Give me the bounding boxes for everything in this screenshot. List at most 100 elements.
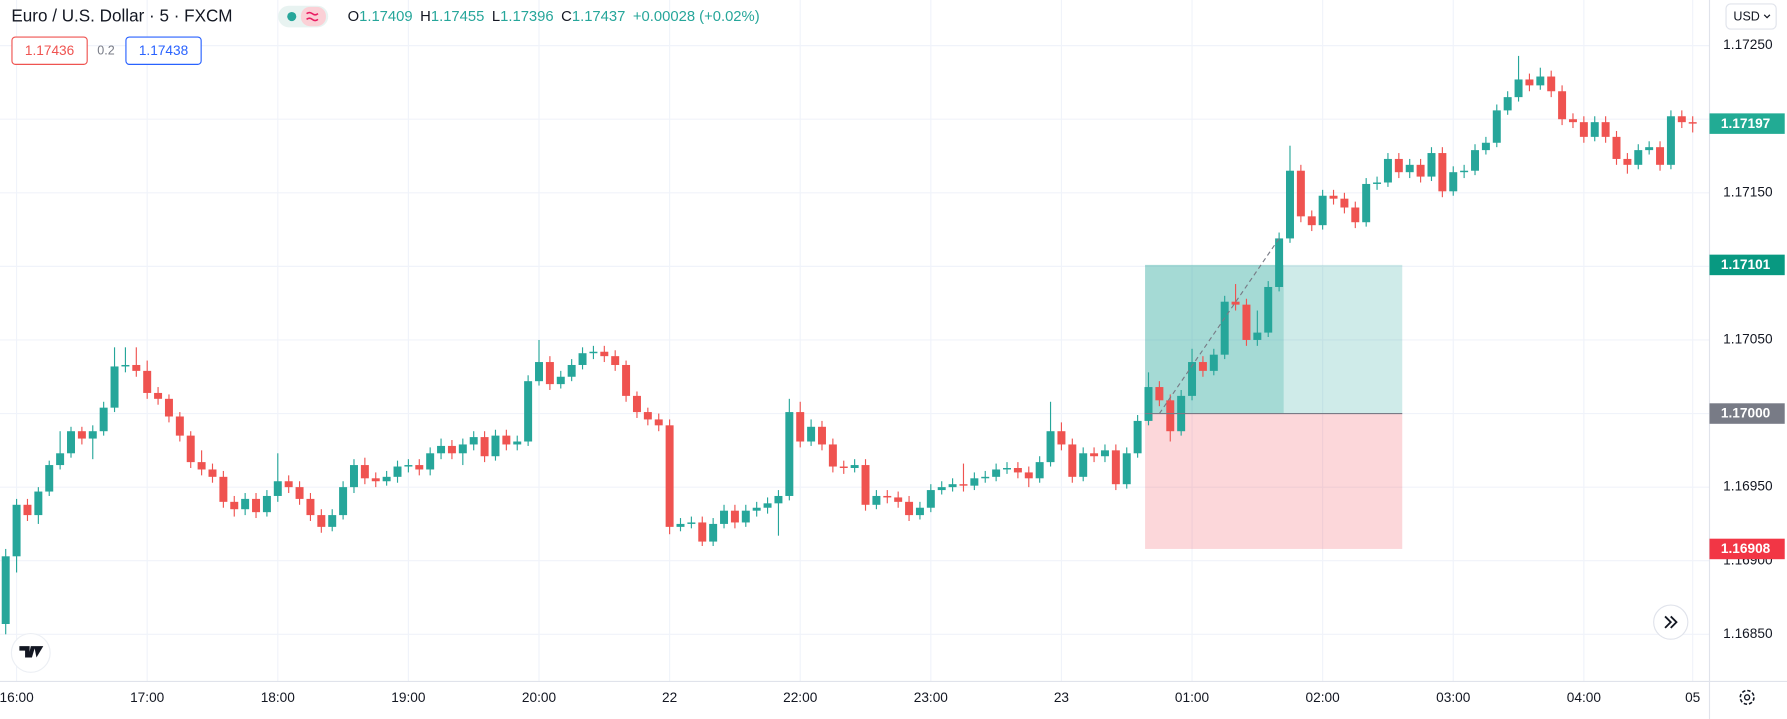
candle-body [339, 487, 348, 516]
candle-body [1253, 332, 1262, 340]
candle-body [469, 437, 478, 445]
candle-body [1514, 79, 1523, 98]
candle-body [110, 366, 119, 408]
candle-body [1013, 468, 1022, 473]
candle-body [1079, 453, 1088, 477]
candle-body [654, 419, 663, 426]
candle-body [45, 465, 54, 492]
candle-body [230, 501, 239, 510]
currency-button[interactable] [1725, 3, 1777, 30]
currency-label[interactable]: USD [1733, 9, 1759, 23]
ohlc-label: H [420, 9, 431, 25]
candle-body [578, 353, 587, 365]
spread: 0.2 [97, 44, 114, 58]
candle-body [1416, 164, 1425, 177]
candle-body [88, 431, 97, 439]
sell-button[interactable] [11, 36, 88, 65]
candle-body [1405, 164, 1414, 173]
candle-body [77, 431, 86, 439]
candle-body [774, 495, 783, 504]
candle-body [491, 435, 500, 457]
candle-body [1579, 122, 1588, 137]
candle-body [1188, 362, 1197, 396]
candle-body [1536, 76, 1545, 86]
sell-price[interactable]: 1.17436 [25, 43, 74, 58]
candle-body [67, 431, 75, 454]
candle-body [1547, 76, 1556, 92]
candle-body [143, 370, 152, 393]
candle-body [447, 445, 456, 454]
delay-badge [300, 6, 326, 27]
candle-body [1645, 147, 1654, 151]
candle-body [992, 469, 1001, 477]
x-tick-label: 18:00 [261, 690, 296, 705]
candle-body [1666, 116, 1675, 165]
candle-body [861, 465, 870, 505]
candle-body [175, 416, 184, 436]
candle-body [1481, 142, 1490, 151]
x-tick-label: 01:00 [1175, 690, 1210, 705]
x-tick-label: 03:00 [1436, 690, 1471, 705]
candle-body [1601, 122, 1610, 137]
candle-body [643, 412, 652, 420]
candle-body [883, 495, 892, 498]
candle-body [948, 484, 957, 488]
candle-body [197, 462, 206, 470]
settings-icon [1743, 694, 1751, 701]
candle-body [1068, 444, 1077, 477]
candle-body [1340, 198, 1349, 208]
buy-button[interactable] [125, 36, 202, 65]
candle-body [371, 478, 380, 482]
candle-body [687, 522, 696, 524]
candle-body [349, 465, 358, 488]
candle-body [1394, 158, 1403, 173]
delay-icon [306, 11, 319, 22]
candle-body [567, 364, 576, 377]
x-tick-label: 16:00 [0, 690, 34, 705]
candle-body [1558, 91, 1567, 120]
ohlc-label: C [561, 9, 572, 25]
x-tick-label: 23 [1054, 690, 1069, 705]
candle-body [1677, 116, 1686, 123]
candle-body [1362, 183, 1371, 223]
candle-body [872, 495, 881, 505]
candle-body [611, 356, 620, 365]
candle-body [284, 481, 293, 488]
trade-path [1158, 238, 1280, 414]
candle-body [1590, 122, 1599, 137]
candle-body [676, 523, 685, 527]
candle-body [720, 510, 729, 524]
logo-mark [19, 646, 44, 658]
candle-body [1449, 172, 1458, 192]
candle-body [1024, 472, 1033, 479]
candle-body [937, 487, 946, 491]
candle-body [1220, 301, 1229, 355]
candle-body [132, 364, 141, 371]
buy-price[interactable]: 1.17438 [139, 43, 188, 58]
candle-body [1307, 216, 1316, 226]
candle-body [241, 498, 250, 510]
candle-body [1209, 354, 1218, 371]
candle-body [415, 465, 424, 470]
ohlc-value: 1.17455 [431, 9, 485, 25]
price-tag [1709, 538, 1785, 560]
x-tick-label: 20:00 [522, 690, 557, 705]
settings-button[interactable] [1739, 689, 1755, 705]
y-tick-label: 1.17150 [1723, 184, 1773, 199]
candle-body [1286, 170, 1294, 239]
price-tag-label: 1.17197 [1721, 116, 1770, 131]
candle-body [252, 498, 261, 513]
candle-body [426, 453, 435, 470]
candle-body [1351, 207, 1360, 223]
y-tick-label: 1.16950 [1723, 479, 1773, 494]
ohlc-legend: O1.17409 H1.17455 L1.17396 C1.17437 +0.0… [348, 9, 760, 25]
candle-body [1383, 158, 1392, 183]
candle-body [1503, 97, 1512, 111]
price-tag-label: 1.17000 [1721, 406, 1771, 421]
candle-body [360, 465, 369, 479]
candle-body [1242, 304, 1251, 340]
candle-body [1090, 453, 1099, 457]
